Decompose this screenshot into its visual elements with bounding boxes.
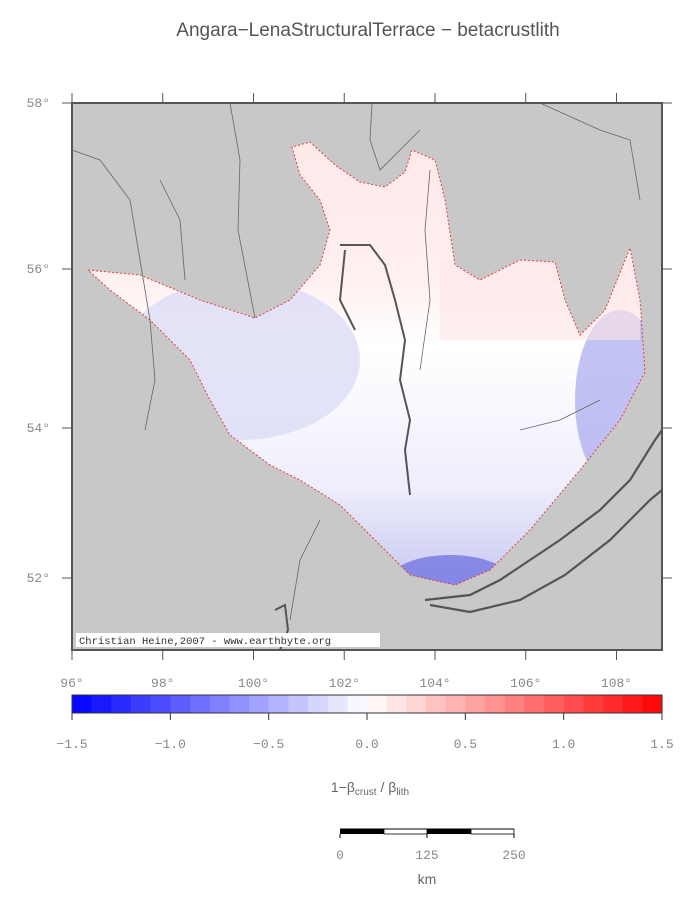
colorbar-cell [583, 695, 604, 713]
colorbar-cell [544, 695, 565, 713]
colorbar-cell [150, 695, 171, 713]
credit: Christian Heine,2007 - www.earthbyte.org [79, 636, 331, 648]
colorbar-tick-label: 1.0 [552, 737, 575, 752]
lat-label: 56° [27, 262, 50, 277]
colorbar-cell [386, 695, 407, 713]
colorbar-cell [406, 695, 427, 713]
colorbar-cell [445, 695, 466, 713]
colorbar-tick-label: −0.5 [253, 737, 284, 752]
colorbar-cell [111, 695, 132, 713]
lat-label: 58° [27, 96, 50, 111]
lon-label: 96° [60, 676, 83, 691]
lon-label: 98° [151, 676, 174, 691]
colorbar-cell [249, 695, 270, 713]
colorbar-tick-label: 1.5 [650, 737, 673, 752]
lon-label: 102° [329, 676, 360, 691]
label-main: 1−β [331, 779, 355, 795]
lon-label: 104° [419, 676, 450, 691]
map-frame [71, 102, 663, 651]
label-mid: / β [377, 779, 397, 795]
colorbar-cell [170, 695, 191, 713]
title: Angara−LenaStructuralTerrace − betacrust… [176, 20, 559, 41]
colorbar-cell [347, 695, 368, 713]
colorbar-tick-label: −1.5 [56, 737, 87, 752]
lake-baikal [424, 429, 663, 614]
scalebar-label: 0 [336, 848, 344, 863]
colorbar-cell [563, 695, 584, 713]
map: Christian Heine,2007 - www.earthbyte.org [71, 102, 663, 651]
colorbar-tick-label: 0.0 [355, 737, 378, 752]
colorbar-cell [268, 695, 289, 713]
label-sub: lith [396, 787, 409, 798]
lon-label: 106° [510, 676, 541, 691]
scalebar-label: 125 [415, 848, 438, 863]
scalebar [339, 828, 515, 838]
colorbar-cell [288, 695, 309, 713]
colorbar-cell [524, 695, 545, 713]
label-sub: crust [355, 787, 377, 798]
lat-label: 52° [27, 571, 50, 586]
colorbar-cell [308, 695, 329, 713]
colorbar-cell [229, 695, 250, 713]
colorbar-cell [367, 695, 388, 713]
colorbar-label: 1−βcrust / βlith [331, 779, 409, 798]
colorbar-cell [622, 695, 643, 713]
colorbar-cell [131, 695, 152, 713]
scalebar-label: 250 [502, 848, 525, 863]
lon-label: 100° [238, 676, 269, 691]
colorbar-cell [72, 695, 93, 713]
colorbar-cell [485, 695, 506, 713]
colorbar-cell [603, 695, 624, 713]
scalebar-unit: km [418, 871, 437, 887]
colorbar-cell [465, 695, 486, 713]
credit-box [76, 633, 380, 647]
colorbar-tick-label: 0.5 [454, 737, 477, 752]
colorbar-cell [209, 695, 230, 713]
colorbar-cell [190, 695, 211, 713]
rivers [71, 102, 641, 621]
lon-label: 108° [601, 676, 632, 691]
colorbar-cell [327, 695, 348, 713]
lat-label: 54° [27, 421, 50, 436]
colorbar-cell [91, 695, 112, 713]
colorbar-cell [426, 695, 447, 713]
colorbar-cell [642, 695, 663, 713]
colorbar [71, 694, 663, 714]
colorbar-cell [504, 695, 525, 713]
colorbar-tick-label: −1.0 [155, 737, 186, 752]
reservoir [338, 244, 412, 496]
